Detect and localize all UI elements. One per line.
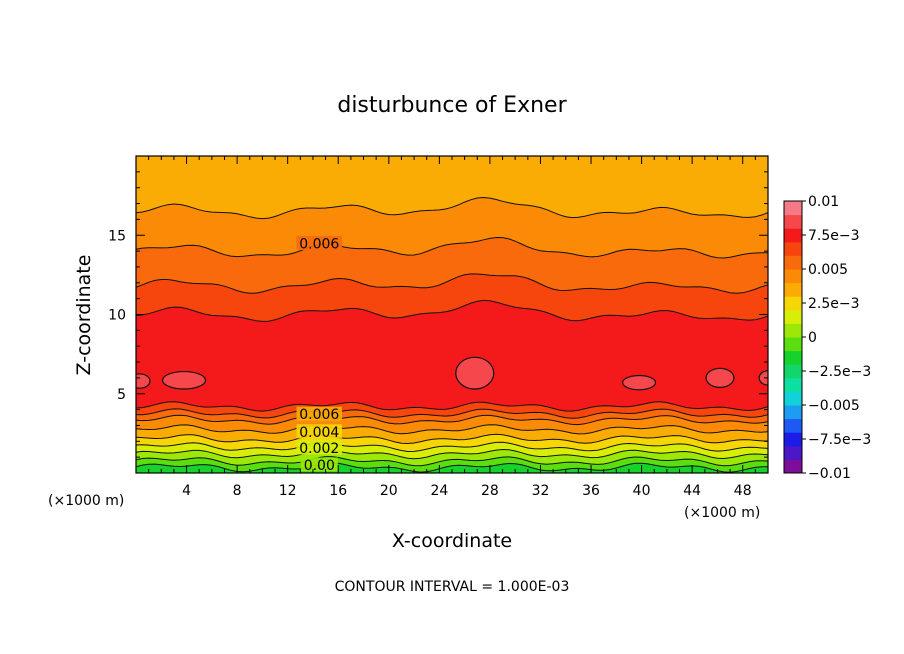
x-tick-label: 16 (329, 483, 347, 499)
maximum-contour (705, 367, 735, 389)
colorbar-swatch (784, 377, 802, 392)
contour-line (136, 414, 768, 426)
contour-label: 0.00 (304, 458, 335, 474)
colorbar-swatch (784, 201, 802, 216)
x-unit-label: (×1000 m) (684, 505, 760, 521)
colorbar-swatch (784, 337, 802, 352)
x-tick-label: 32 (532, 483, 550, 499)
colorbar-swatch (784, 323, 802, 338)
colorbar-swatch (784, 282, 802, 297)
colorbar-label: −2.5e−3 (808, 364, 871, 380)
colorbar-swatch (784, 214, 802, 229)
colorbar-swatch (784, 445, 802, 460)
colorbar-swatch (784, 309, 802, 324)
maximum-contour (455, 356, 495, 390)
contour-line (136, 448, 768, 460)
y-unit-label: (×1000 m) (48, 493, 124, 509)
colorbar-swatch (784, 296, 802, 311)
colorbar-swatch (784, 350, 802, 365)
contour-label-bg (300, 457, 338, 472)
contour-line (136, 424, 768, 435)
y-axis: 5 10 15 (108, 171, 768, 458)
contour-label: 0.002 (299, 441, 339, 457)
maximum-contour (622, 374, 657, 391)
colorbar-swatch (784, 228, 802, 243)
x-tick-label: 48 (734, 483, 752, 499)
colorbar-swatch (784, 364, 802, 379)
contour-line (136, 401, 768, 412)
colorbar-swatch (784, 432, 802, 447)
x-tick-label: 44 (683, 483, 701, 499)
contour-band (136, 462, 768, 473)
colorbar-label: −7.5e−3 (808, 432, 871, 448)
maximum-contour (136, 373, 151, 389)
colorbar-swatch (784, 405, 802, 420)
colorbar-swatch (784, 255, 802, 270)
contour-line (136, 462, 768, 473)
y-tick-label: 5 (117, 387, 126, 403)
x-tick-label: 12 (279, 483, 297, 499)
maximum-contour (161, 370, 207, 390)
y-tick-label: 15 (108, 228, 126, 244)
x-tick-label: 36 (582, 483, 600, 499)
colorbar-label: 0 (808, 330, 817, 346)
contour-line (136, 196, 768, 220)
x-tick-label: 4 (182, 483, 191, 499)
contour-line (136, 236, 768, 259)
colorbar-swatch (784, 241, 802, 256)
chart-title: disturbunce of Exner (337, 93, 567, 118)
contour-label: 0.006 (299, 407, 339, 423)
colorbar: 0.01 7.5e−3 0.005 2.5e−3 0 −2.5e−3 −0.005 −7.5e… (783, 194, 871, 482)
colorbar-label: 0.01 (808, 194, 839, 210)
x-tick-label: 20 (380, 483, 398, 499)
colorbar-label: −0.005 (808, 398, 860, 414)
colorbar-label: 0.005 (808, 262, 848, 278)
colorbar-swatch (784, 269, 802, 284)
x-tick-label: 8 (233, 483, 242, 499)
contour-label: 0.006 (299, 236, 339, 252)
contour-line (136, 433, 768, 445)
y-tick-label: 10 (108, 308, 126, 324)
contour-label-bg (296, 424, 343, 439)
contour-fill (136, 156, 768, 473)
colorbar-swatch (784, 459, 802, 474)
contour-label-bg (296, 440, 343, 455)
contour-interval-note: CONTOUR INTERVAL = 1.000E-03 (335, 579, 570, 595)
x-axis: 4 8 12 16 20 24 28 32 36 40 44 48 (148, 156, 756, 499)
x-axis-label: X-coordinate (392, 530, 512, 552)
colorbar-label: −0.01 (808, 466, 851, 482)
x-tick-label: 28 (481, 483, 499, 499)
contour-line (136, 408, 768, 419)
colorbar-swatch (784, 418, 802, 433)
contour-label-bg (296, 406, 343, 421)
colorbar-label: 2.5e−3 (808, 296, 860, 312)
contour-line (136, 441, 768, 453)
colorbar-label: 7.5e−3 (808, 228, 860, 244)
contour-line (136, 299, 768, 322)
contour-line (136, 456, 768, 467)
colorbar-swatch (784, 391, 802, 406)
contour-label: 0.004 (299, 425, 339, 441)
contour-lines (136, 196, 768, 473)
x-tick-label: 40 (633, 483, 651, 499)
contour-label-bg (296, 235, 343, 250)
x-tick-label: 24 (430, 483, 448, 499)
y-axis-label: Z-coordinate (73, 255, 95, 376)
contour-line (136, 273, 768, 294)
